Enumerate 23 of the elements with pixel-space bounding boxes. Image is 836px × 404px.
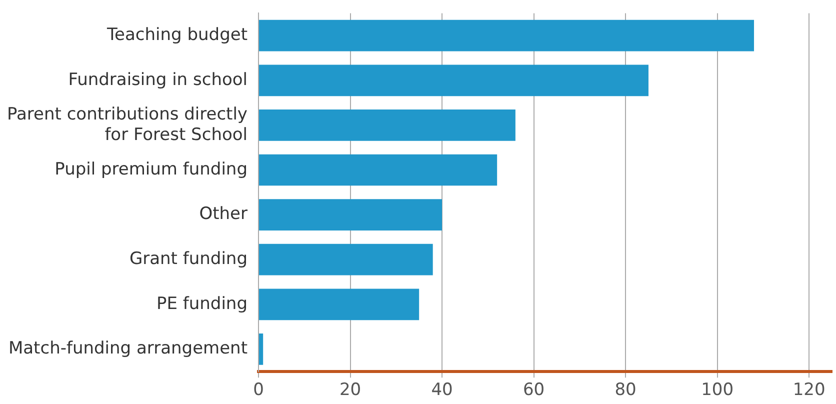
bar bbox=[259, 288, 420, 320]
y-tick-label: Pupil premium funding bbox=[54, 159, 248, 180]
y-tick-label: Grant funding bbox=[129, 249, 248, 270]
x-tick-label: 0 bbox=[253, 380, 264, 400]
y-tick-label: Fundraising in school bbox=[68, 70, 248, 90]
y-tick-label: Teaching budget bbox=[106, 25, 248, 46]
bar bbox=[259, 110, 516, 141]
y-tick-label: Match-funding arrangement bbox=[8, 338, 248, 359]
x-tick-label: 20 bbox=[339, 380, 362, 400]
x-tick-label: 100 bbox=[701, 380, 734, 400]
bar bbox=[259, 20, 754, 52]
bar bbox=[259, 199, 442, 230]
y-tick-label: Parent contributions directly for Forest School bbox=[7, 104, 248, 145]
x-tick-label: 40 bbox=[431, 380, 453, 400]
bar bbox=[259, 244, 433, 276]
x-tick-label: 120 bbox=[792, 380, 826, 400]
y-tick-label: Other bbox=[199, 204, 248, 224]
x-tick-label: 80 bbox=[614, 380, 636, 400]
bar bbox=[259, 334, 264, 365]
x-tick-label: 60 bbox=[522, 380, 545, 400]
bar bbox=[259, 64, 648, 96]
y-tick-label: PE funding bbox=[156, 294, 248, 314]
bar bbox=[259, 154, 498, 186]
